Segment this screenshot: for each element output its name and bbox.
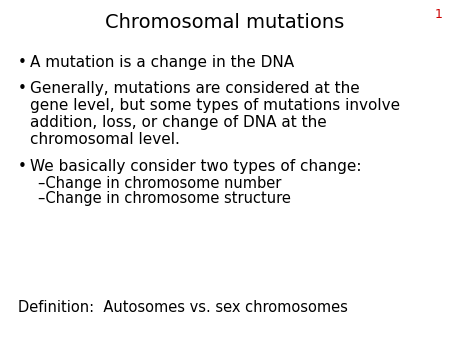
Text: Generally, mutations are considered at the: Generally, mutations are considered at t… (30, 81, 360, 96)
Text: •: • (18, 81, 27, 96)
Text: •: • (18, 55, 27, 70)
Text: •: • (18, 159, 27, 174)
Text: 1: 1 (435, 8, 443, 21)
Text: chromosomal level.: chromosomal level. (30, 132, 180, 147)
Text: Chromosomal mutations: Chromosomal mutations (105, 13, 345, 32)
Text: –Change in chromosome number: –Change in chromosome number (38, 176, 281, 191)
Text: Definition:  Autosomes vs. sex chromosomes: Definition: Autosomes vs. sex chromosome… (18, 300, 348, 315)
Text: A mutation is a change in the DNA: A mutation is a change in the DNA (30, 55, 294, 70)
Text: addition, loss, or change of DNA at the: addition, loss, or change of DNA at the (30, 115, 327, 130)
Text: gene level, but some types of mutations involve: gene level, but some types of mutations … (30, 98, 400, 113)
Text: We basically consider two types of change:: We basically consider two types of chang… (30, 159, 361, 174)
Text: –Change in chromosome structure: –Change in chromosome structure (38, 191, 291, 206)
